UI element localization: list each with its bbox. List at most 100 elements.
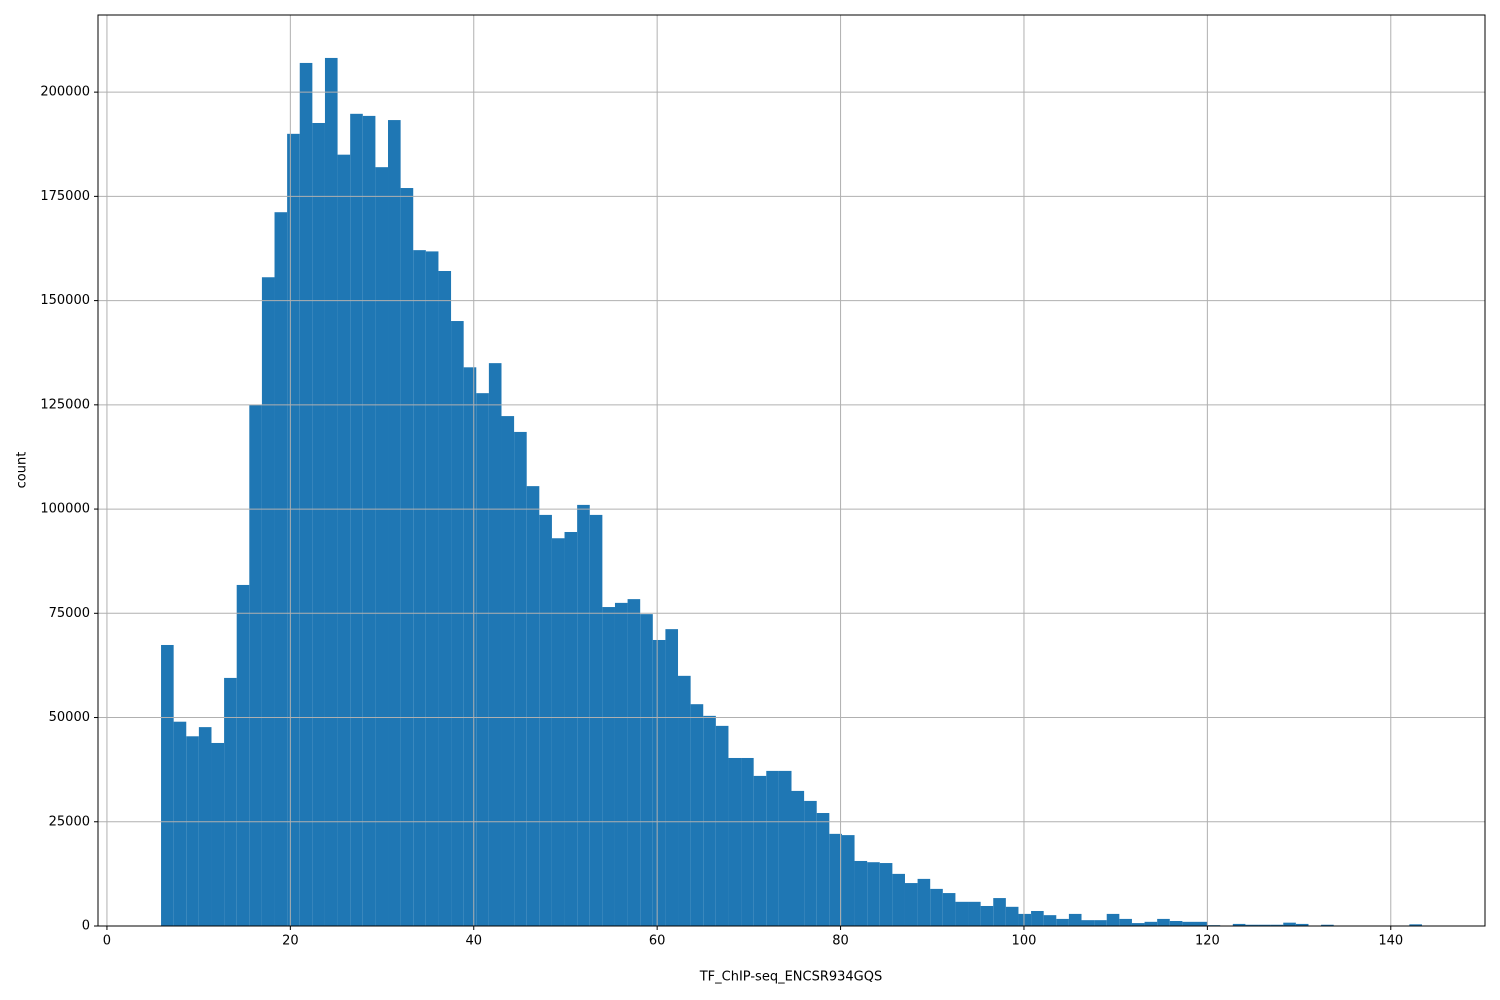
bar: [186, 736, 199, 926]
bar: [249, 404, 262, 926]
bar: [1106, 913, 1120, 926]
bar: [741, 757, 754, 926]
bar: [640, 614, 653, 926]
bar: [1245, 924, 1259, 926]
bar: [728, 757, 742, 926]
bar: [904, 883, 918, 926]
x-tick-label: 100: [1012, 934, 1037, 949]
bar: [879, 863, 893, 926]
y-tick-label: 0: [82, 919, 90, 934]
bar: [627, 599, 641, 926]
bar: [173, 721, 187, 926]
bar: [551, 538, 565, 926]
bar: [539, 514, 552, 926]
bar: [690, 704, 704, 926]
bar: [1094, 920, 1107, 926]
bar: [1043, 915, 1057, 926]
bar: [715, 725, 729, 926]
bar: [1321, 924, 1334, 926]
bar: [161, 644, 174, 926]
y-tick-label: 175000: [40, 189, 90, 204]
bar: [816, 813, 830, 926]
bar: [463, 367, 477, 926]
bar: [1031, 910, 1044, 926]
bar: [400, 188, 414, 926]
bar: [514, 431, 527, 926]
plot-frame: [97, 14, 1486, 927]
bar: [841, 835, 855, 926]
bar: [1295, 923, 1309, 926]
bar: [1157, 918, 1170, 926]
bar: [665, 629, 679, 926]
bar: [942, 893, 956, 926]
bar: [236, 584, 250, 926]
bar: [614, 602, 628, 926]
bar: [337, 154, 351, 926]
bar: [425, 251, 439, 926]
bar: [312, 122, 325, 926]
bar: [930, 888, 943, 926]
bar: [261, 277, 275, 927]
bar: [867, 862, 880, 926]
bar: [1232, 923, 1246, 926]
x-tick-label: 80: [832, 934, 849, 949]
bar: [980, 905, 994, 926]
bar: [362, 115, 376, 926]
bar: [413, 250, 426, 926]
y-axis-label: count: [15, 452, 30, 489]
bar: [211, 742, 225, 926]
bar: [1119, 918, 1132, 926]
y-tick-label: 125000: [40, 397, 90, 412]
bar: [274, 212, 288, 927]
bar: [968, 901, 981, 926]
bar: [476, 393, 489, 926]
bar: [375, 167, 389, 926]
bar: [526, 486, 540, 926]
x-tick-label: 120: [1195, 934, 1220, 949]
bar: [198, 727, 212, 926]
x-tick-label: 0: [103, 934, 111, 949]
bar: [564, 531, 578, 926]
bar: [955, 901, 969, 926]
bar: [1018, 913, 1032, 926]
bar: [1258, 924, 1271, 926]
bar: [766, 770, 779, 926]
bar: [703, 715, 716, 926]
bar: [1068, 913, 1082, 926]
bar: [287, 133, 300, 927]
bar: [1169, 920, 1183, 926]
y-tick-label: 200000: [40, 85, 90, 100]
x-tick-label: 140: [1378, 934, 1403, 949]
bar: [602, 607, 615, 926]
bar: [388, 120, 401, 927]
bar: [652, 639, 666, 926]
bar: [488, 363, 502, 926]
bar: [1182, 921, 1195, 926]
x-tick-label: 20: [282, 934, 299, 949]
bar: [892, 873, 905, 926]
bar: [1144, 921, 1158, 926]
bar: [299, 62, 313, 926]
bar: [1270, 924, 1284, 926]
bar: [224, 677, 237, 926]
y-tick-label: 50000: [49, 710, 90, 725]
bar: [1409, 924, 1422, 926]
bar: [1056, 918, 1069, 926]
bar: [589, 514, 603, 926]
bar: [993, 898, 1006, 926]
bar: [451, 321, 464, 926]
bar: [791, 790, 805, 926]
bar: [1081, 920, 1095, 926]
bar: [438, 270, 452, 926]
bar: [501, 416, 515, 926]
bar: [854, 860, 868, 926]
bar: [1131, 923, 1145, 926]
bar: [917, 878, 931, 926]
y-tick-label: 75000: [49, 606, 90, 621]
bar: [577, 504, 590, 926]
bar: [1283, 922, 1296, 926]
bar: [1194, 921, 1208, 926]
bar: [753, 775, 767, 926]
bar: [350, 113, 363, 926]
